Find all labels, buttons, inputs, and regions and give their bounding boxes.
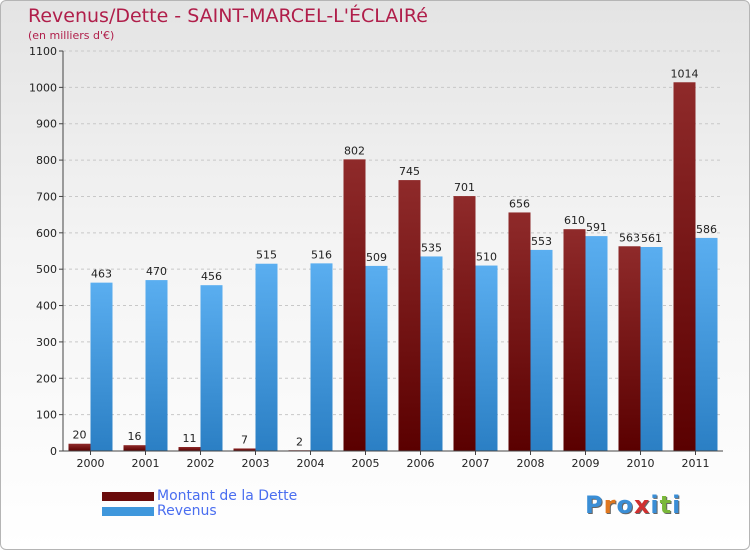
data-label: 515	[256, 249, 277, 262]
y-tick-label: 800	[36, 154, 57, 167]
x-tick-label: 2002	[187, 457, 215, 470]
chart-subtitle: (en milliers d'€)	[28, 29, 115, 42]
bar-dette	[563, 229, 586, 451]
legend-label-dette: Montant de la Dette	[157, 488, 298, 504]
data-label: 510	[476, 251, 497, 264]
y-tick-label: 200	[36, 372, 57, 385]
y-tick-label: 400	[36, 300, 57, 313]
bar-dette	[508, 212, 531, 451]
data-label: 656	[509, 197, 530, 210]
bar-dette	[178, 447, 201, 451]
logo-letter: P	[585, 491, 604, 519]
x-tick-label: 2004	[297, 457, 325, 470]
data-label: 701	[454, 181, 475, 194]
data-label: 586	[696, 223, 717, 236]
data-label: 561	[641, 232, 662, 245]
logo-letter: i	[672, 491, 682, 519]
data-labels: 20 463 16 470 11 456 7 515 2 516 802 509 745 535 701 51…	[73, 67, 718, 448]
bar-dette	[453, 196, 476, 451]
y-tick-label: 500	[36, 263, 57, 276]
bar-revenus	[145, 280, 168, 451]
y-tick-label: 1100	[29, 45, 57, 58]
data-label: 463	[91, 268, 112, 281]
bar-revenus	[695, 237, 718, 451]
bar-dette	[618, 246, 641, 451]
bar-revenus	[90, 282, 113, 451]
data-label: 470	[146, 265, 167, 278]
logo-letter: x	[633, 491, 651, 519]
chart-title: Revenus/Dette - SAINT-MARCEL-L'ÉCLAIRé	[28, 5, 428, 27]
bar-revenus	[585, 236, 608, 451]
data-label: 2	[296, 435, 303, 448]
bar-dette	[398, 180, 421, 451]
y-tick-label: 900	[36, 118, 57, 131]
x-tick-label: 2001	[132, 457, 160, 470]
x-tick-label: 2005	[352, 457, 380, 470]
data-label: 456	[201, 270, 222, 283]
x-tick-label: 2003	[242, 457, 270, 470]
data-label: 516	[311, 248, 332, 261]
y-tick-label: 600	[36, 227, 57, 240]
y-tick-label: 1000	[29, 81, 57, 94]
x-tick-label: 2007	[462, 457, 490, 470]
data-label: 610	[564, 214, 585, 227]
grid-lines	[63, 50, 723, 416]
x-tick-label: 2006	[407, 457, 435, 470]
axes: 0 100 200 300 400 500 600 700 800 900 1000 1100 2000…	[29, 45, 723, 470]
legend-label-revenus: Revenus	[157, 503, 217, 519]
proxiti-logo: Proxiti	[585, 491, 681, 519]
data-label: 7	[241, 433, 248, 446]
data-label: 11	[183, 432, 197, 445]
bar-revenus	[530, 249, 553, 451]
x-tick-label: 2008	[517, 457, 545, 470]
logo-letter: i	[650, 491, 660, 519]
bar-revenus	[200, 285, 223, 451]
y-tick-label: 300	[36, 336, 57, 349]
data-label: 563	[619, 231, 640, 244]
bar-revenus	[420, 256, 443, 451]
x-tick-label: 2010	[627, 457, 655, 470]
y-tick-label: 0	[50, 445, 57, 458]
bar-dette	[123, 445, 146, 451]
legend-swatch-revenus	[102, 506, 154, 516]
logo-letter: r	[603, 491, 617, 519]
data-label: 20	[73, 429, 87, 442]
data-label: 1014	[671, 67, 699, 80]
x-tick-label: 2011	[682, 457, 710, 470]
data-label: 509	[366, 251, 387, 264]
logo-letter: t	[659, 491, 673, 519]
data-label: 745	[399, 165, 420, 178]
data-label: 553	[531, 235, 552, 248]
bars	[68, 82, 718, 451]
bar-dette	[68, 443, 91, 451]
legend-item-revenus: Revenus	[102, 503, 217, 519]
bar-revenus	[310, 263, 333, 451]
x-tick-label: 2000	[77, 457, 105, 470]
bar-revenus	[475, 265, 498, 451]
logo-letter: o	[616, 491, 634, 519]
data-label: 802	[344, 144, 365, 157]
bar-revenus	[365, 265, 388, 451]
data-label: 591	[586, 221, 607, 234]
data-label: 535	[421, 241, 442, 254]
y-tick-label: 100	[36, 409, 57, 422]
x-tick-label: 2009	[572, 457, 600, 470]
bar-revenus	[640, 247, 663, 451]
y-tick-label: 700	[36, 190, 57, 203]
bar-dette	[343, 159, 366, 451]
bar-revenus	[255, 263, 278, 451]
data-label: 16	[128, 430, 142, 443]
legend-swatch-dette	[102, 491, 154, 501]
bar-dette	[673, 82, 696, 451]
bar-dette	[233, 448, 256, 451]
legend-item-dette: Montant de la Dette	[102, 488, 297, 504]
